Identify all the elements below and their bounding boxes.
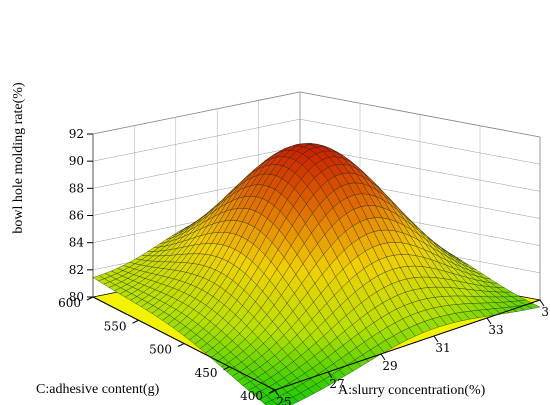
y-tick-mark [132, 319, 139, 324]
x-tick-label: 35 [541, 305, 550, 319]
z-tick-label: 80 [69, 290, 84, 304]
z-tick-label: 90 [69, 154, 84, 168]
response-surface [92, 143, 541, 405]
z-tick-label: 86 [69, 209, 84, 223]
x-tick-label: 33 [488, 323, 503, 337]
z-tick-label: 88 [69, 181, 84, 195]
y-tick-label: 600 [58, 296, 81, 310]
z-grid-line [92, 91, 541, 138]
y-tick-mark [223, 366, 230, 371]
z-tick-label: 82 [69, 263, 84, 277]
y-axis-title: C:adhesive content(g) [36, 382, 160, 397]
y-tick-label: 450 [195, 366, 218, 380]
x-tick-mark [380, 353, 386, 361]
x-tick-label: 25 [276, 395, 291, 405]
y-tick-label: 550 [104, 319, 127, 333]
surface-cell [263, 399, 278, 405]
y-tick-mark [177, 343, 185, 347]
x-tick-mark [539, 299, 545, 307]
y-tick-label: 400 [240, 389, 263, 403]
z-tick-label: 84 [69, 236, 85, 250]
z-tick-label: 92 [69, 127, 84, 141]
x-tick-label: 31 [435, 341, 450, 355]
y-tick-label: 500 [149, 343, 172, 357]
x-tick-label: 27 [329, 377, 344, 391]
x-axis-line [274, 299, 541, 391]
surface-cell [277, 400, 291, 405]
x-tick-mark [327, 371, 333, 379]
y-tick-mark [86, 296, 94, 301]
x-tick-mark [274, 389, 280, 397]
x-axis-title: A:slurry concentration(%) [338, 383, 486, 398]
y-tick-mark [268, 389, 276, 394]
x-tick-mark [433, 335, 439, 343]
x-tick-mark [486, 317, 492, 325]
back-top-edges [92, 91, 541, 138]
z-axis-title: bowl hole molding rate(%) [11, 82, 26, 234]
axis-ticks: 80 82 84 86 88 90 92 25 27 29 31 33 35 400 450 500 550 60… [58, 127, 550, 405]
x-tick-label: 29 [382, 359, 397, 373]
